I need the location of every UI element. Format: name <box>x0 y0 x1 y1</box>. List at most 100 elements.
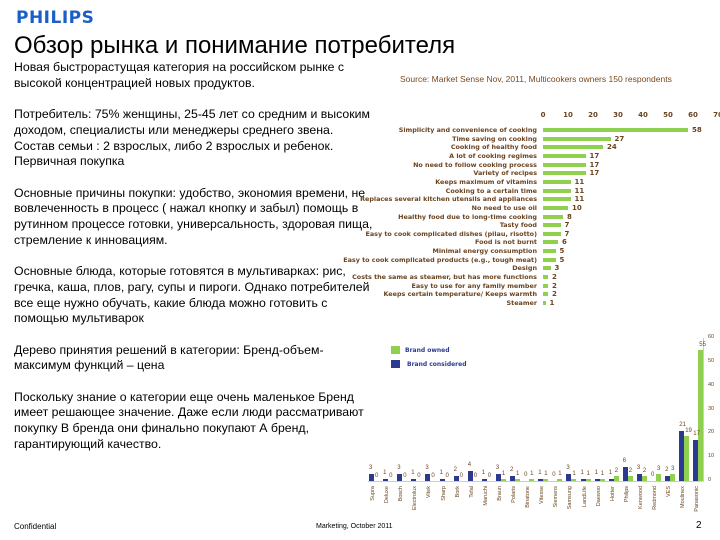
data-label-owned: 1 <box>516 470 520 477</box>
category-label: Kenwood <box>637 486 644 509</box>
bar <box>543 205 568 210</box>
data-label-owned: 0 <box>487 473 492 479</box>
category-label: Samsung <box>567 486 574 510</box>
data-label-owned: 0 <box>445 473 449 479</box>
bar-considered <box>411 478 417 481</box>
legend-owned-swatch <box>391 346 400 354</box>
data-label: 8 <box>567 212 572 221</box>
data-label-considered: 1 <box>411 469 415 476</box>
y-tick-label: 40 <box>708 381 715 388</box>
category-label: Tefal <box>468 486 475 498</box>
data-label-considered: 17 <box>693 431 700 438</box>
data-label-owned: 3 <box>657 465 661 472</box>
data-label-owned: 1 <box>501 470 506 477</box>
bar-label: No need to use oil <box>471 203 537 212</box>
paragraph: Потребитель: 75% женщины, 25-45 лет со с… <box>14 107 370 169</box>
paragraph: Поскольку знание о категории еще очень м… <box>14 389 364 451</box>
footer-center: Marketing, October 2011 <box>316 523 393 530</box>
category-label: Hotter <box>609 486 616 501</box>
bar <box>543 179 571 184</box>
bar-label: Easy to cook complicated dishes (pilau, … <box>365 229 538 238</box>
category-label: Sharp <box>440 486 447 501</box>
bar-considered <box>636 473 642 481</box>
data-label: 2 <box>552 281 557 290</box>
bar <box>543 275 548 280</box>
bar-considered <box>665 476 671 481</box>
category-label: Bosch <box>398 486 405 502</box>
data-label-owned: 1 <box>600 470 604 477</box>
data-label: 2 <box>552 273 557 282</box>
legend-owned-label: Brand owned <box>405 347 450 354</box>
bar-owned <box>641 476 647 481</box>
bar-label: Replaces several kitchen utensils and ap… <box>360 195 537 204</box>
paragraph: Дерево принятия решений в категории: Бре… <box>14 342 324 373</box>
data-label-considered: 3 <box>495 464 500 471</box>
bar-considered <box>538 478 544 481</box>
bar <box>543 171 586 176</box>
data-label: 2 <box>552 290 557 299</box>
data-label-owned: 2 <box>642 468 647 475</box>
category-label: Deluxe <box>384 486 391 504</box>
data-label-owned: 0 <box>389 473 393 479</box>
category-label: VES <box>666 486 673 498</box>
data-label-considered: 3 <box>397 464 401 471</box>
category-label: Supra <box>370 486 376 501</box>
bar-owned <box>515 478 520 481</box>
category-label: Vitek <box>426 486 433 499</box>
bar-owned <box>571 478 577 481</box>
bar-label: Keeps maximum of vitamins <box>435 177 537 186</box>
data-label-considered: 2 <box>510 467 514 474</box>
x-tick-label: 60 <box>688 111 698 119</box>
category-label: Philips <box>623 486 630 503</box>
y-tick-label: 0 <box>708 477 712 483</box>
bar-considered <box>453 476 459 481</box>
data-label-considered: 0 <box>651 472 655 478</box>
footer-confidential: Confidential <box>14 522 57 531</box>
bar-label: Steamer <box>506 299 537 307</box>
bar-considered <box>566 473 572 481</box>
bar <box>543 188 571 193</box>
bar-label: Time saving on cooking <box>452 134 537 143</box>
data-label-considered: 3 <box>369 464 373 471</box>
bar-considered <box>383 478 389 481</box>
y-tick-label: 50 <box>708 357 715 364</box>
category-label: Bork <box>454 486 461 498</box>
category-label: Moulinex <box>680 486 687 509</box>
bar <box>543 257 556 262</box>
bar-considered <box>467 471 473 481</box>
data-label: 7 <box>564 229 570 238</box>
bar-owned <box>684 435 690 481</box>
paragraph: Основные блюда, которые готовятся в муль… <box>14 264 370 326</box>
data-label: 11 <box>574 186 585 195</box>
bar-considered <box>594 478 600 481</box>
bar <box>543 153 586 158</box>
data-label: 11 <box>574 195 585 204</box>
bar <box>543 136 611 141</box>
data-label-owned: 3 <box>671 465 675 472</box>
data-label: 58 <box>692 126 702 134</box>
category-label: Siemens <box>553 486 560 508</box>
bar-owned <box>627 476 633 481</box>
bar-label: Food is not burnt <box>474 238 537 247</box>
data-label: 10 <box>572 203 582 212</box>
data-label: 5 <box>559 247 565 256</box>
data-label-considered: 6 <box>622 457 627 464</box>
bar-considered <box>369 473 374 481</box>
x-tick-label: 50 <box>663 111 673 119</box>
data-label-considered: 1 <box>481 469 486 476</box>
data-label-owned: 0 <box>459 473 463 479</box>
body-text: Новая быстрорастущая категория на россий… <box>14 60 376 468</box>
data-label: 3 <box>554 264 560 273</box>
bar-considered <box>622 466 628 481</box>
data-label-owned: 0 <box>417 473 421 479</box>
data-label-owned: 0 <box>403 473 407 479</box>
x-tick-label: 40 <box>638 111 648 119</box>
data-label-owned: 19 <box>685 427 692 434</box>
data-label: 1 <box>549 299 555 307</box>
philips-logo: PHILIPS <box>16 8 95 28</box>
bar <box>543 197 571 202</box>
paragraph: Новая быстрорастущая категория на россий… <box>14 60 345 90</box>
data-label-considered: 1 <box>594 469 598 476</box>
x-axis <box>368 481 702 482</box>
bar-considered <box>425 473 431 481</box>
